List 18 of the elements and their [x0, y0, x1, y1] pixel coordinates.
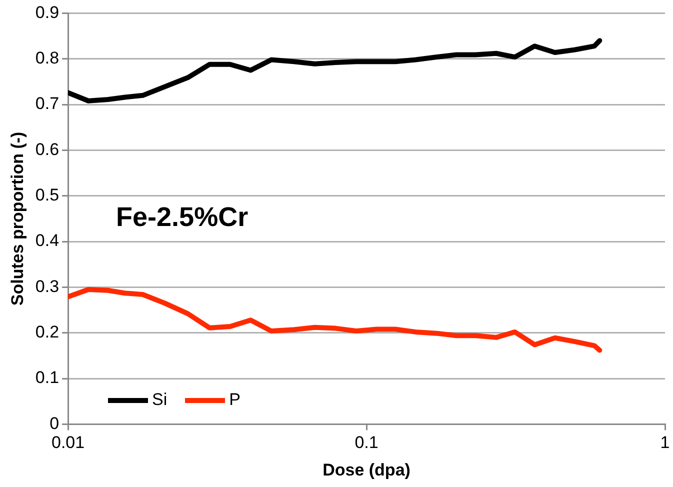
y-axis-title: Solutes proportion (-) [8, 132, 27, 306]
x-axis-title: Dose (dpa) [322, 460, 410, 480]
y-tick-label: 0.5 [35, 186, 60, 205]
legend-label: Si [152, 390, 168, 410]
y-tick-label: 0.2 [35, 322, 60, 342]
x-tick-label: 1 [660, 433, 670, 452]
y-tick-label: 0.7 [35, 94, 60, 114]
y-tick-label: 0.4 [35, 231, 60, 250]
y-tick-label: 0.6 [35, 140, 60, 159]
y-tick-label: 0.8 [35, 48, 60, 68]
legend-label: P [229, 390, 240, 410]
y-tick-label: 0.1 [35, 368, 60, 388]
x-tick-label: 0.01 [51, 433, 85, 452]
x-tick-label: 0.1 [354, 433, 378, 452]
y-tick-label: 0.3 [35, 276, 60, 296]
y-tick-label: 0.9 [35, 2, 60, 22]
y-tick-label: 0 [50, 414, 60, 433]
annotation: Fe-2.5%Cr [116, 202, 248, 234]
